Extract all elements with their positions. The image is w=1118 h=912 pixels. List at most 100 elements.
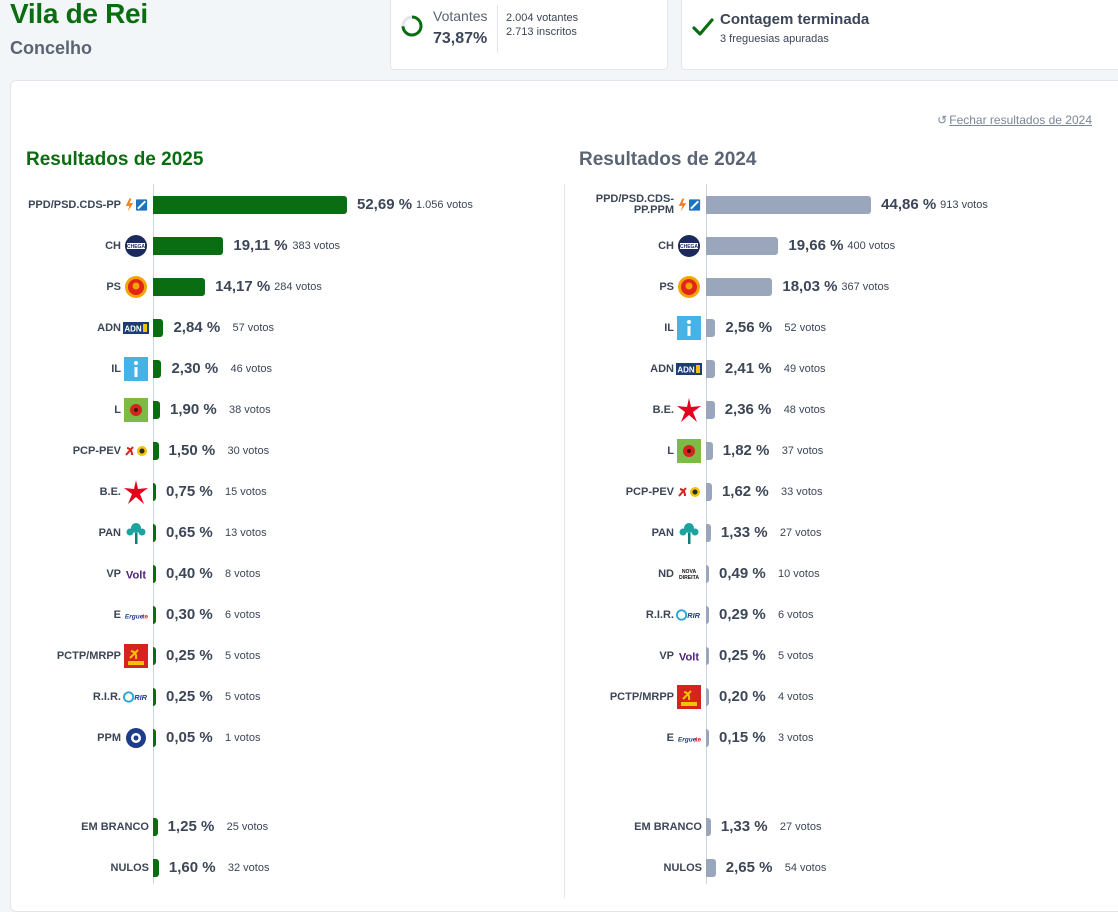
result-votes: 37 votos: [781, 445, 824, 457]
chega-logo: CHEGA: [676, 233, 702, 259]
party-row: E Ergue te 0,30 % 6 votos: [0, 600, 1118, 630]
party-name: EM BRANCO: [81, 820, 149, 833]
result-bar: [153, 196, 347, 214]
column-divider: [564, 184, 565, 898]
result-percent: 1,90 %: [169, 401, 217, 418]
result-votes: 8 votos: [225, 568, 261, 580]
livre-logo: [123, 397, 149, 423]
result-percent: 0,25 %: [166, 688, 213, 705]
result-percent: 2,41 %: [724, 360, 772, 377]
result-votes: 52 votos: [784, 322, 827, 334]
result-percent: 19,11 %: [233, 237, 288, 254]
ad-coalition-logo: [676, 192, 702, 218]
result-votes: 913 votos: [940, 199, 988, 211]
result-bar: [153, 859, 159, 877]
result-votes: 57 votos: [232, 322, 275, 334]
volt-logo: Volt: [676, 643, 702, 669]
turnout-ring-icon: [401, 15, 423, 37]
volt-logo: Volt: [123, 561, 149, 587]
result-bar: [706, 360, 715, 378]
contagem-card: Contagem terminada 3 freguesias apuradas: [681, 0, 1118, 70]
result-votes: 38 votos: [228, 404, 271, 416]
rir-logo: RIR: [123, 684, 149, 710]
result-bar: [153, 278, 206, 296]
votantes-card: Votantes 73,87% 2.004 votantes 2.713 ins…: [390, 0, 668, 70]
close-results-link[interactable]: ↺ Fechar resultados de 2024: [937, 113, 1092, 127]
result-votes: 6 votos: [225, 609, 261, 621]
result-percent: 1,60 %: [168, 859, 216, 876]
party-row: CH CHEGA 19,11 % 383 votos: [0, 231, 1118, 261]
party-row: L 1,90 % 38 votos: [0, 395, 1118, 425]
result-percent: 1,50 %: [168, 442, 216, 459]
party-name: PAN: [651, 526, 674, 539]
result-votes: 5 votos: [778, 650, 814, 662]
cdu-logo: [123, 438, 149, 464]
result-bar: [153, 237, 224, 255]
party-name: L: [114, 403, 121, 416]
party-name: PPD/PSD.CDS- PP.PPM: [595, 193, 674, 216]
svg-text:Volt: Volt: [679, 652, 699, 663]
party-row: ADN ADN 2,84 % 57 votos: [0, 313, 1118, 343]
party-name: PCP-PEV: [72, 444, 121, 457]
party-name: VP: [659, 649, 674, 662]
contagem-title: Contagem terminada: [720, 11, 870, 28]
party-name: ND: [658, 567, 674, 580]
party-row: NULOS 1,60 % 32 votos: [0, 853, 1118, 883]
result-percent: 1,33 %: [720, 818, 768, 835]
result-bar: [153, 688, 156, 706]
party-row: B.E. 0,75 % 15 votos: [0, 477, 1118, 507]
result-percent: 2,65 %: [725, 859, 773, 876]
il-logo: [676, 315, 702, 341]
result-votes: 3 votos: [778, 732, 814, 744]
livre-logo: [676, 438, 702, 464]
result-percent: 1,62 %: [721, 483, 769, 500]
adn-logo: ADN: [123, 315, 149, 341]
party-row: IL 2,30 % 46 votos: [0, 354, 1118, 384]
result-votes: 5 votos: [225, 650, 261, 662]
party-row: PPM 0,05 % 1 votos: [0, 723, 1118, 753]
result-votes: 5 votos: [225, 691, 261, 703]
party-name: IL: [111, 362, 121, 375]
result-bar: [706, 524, 711, 542]
result-percent: 0,49 %: [719, 565, 766, 582]
party-name: ADN: [97, 321, 121, 334]
party-row: PS 14,17 % 284 votos: [0, 272, 1118, 302]
result-bar: [153, 442, 159, 460]
party-row: IL 2,56 % 52 votos: [0, 313, 1118, 343]
result-bar: [153, 483, 156, 501]
result-votes: 6 votos: [778, 609, 814, 621]
result-percent: 2,36 %: [724, 401, 772, 418]
result-bar: [706, 688, 709, 706]
adn-logo: ADN: [676, 356, 702, 382]
result-percent: 52,69 %: [357, 196, 413, 213]
result-bar: [706, 859, 716, 877]
ps-logo: [123, 274, 149, 300]
party-name: VP: [106, 567, 121, 580]
party-row: PAN 0,65 % 13 votos: [0, 518, 1118, 548]
result-percent: 0,25 %: [719, 647, 766, 664]
svg-text:Ergue: Ergue: [125, 614, 144, 621]
svg-text:Volt: Volt: [126, 570, 146, 581]
result-percent: 19,66 %: [788, 237, 844, 254]
ergue-te-logo: Ergue te: [123, 602, 149, 628]
party-row: R.I.R. RIR 0,29 % 6 votos: [0, 600, 1118, 630]
result-votes: 25 votos: [226, 821, 269, 833]
result-percent: 44,86 %: [881, 196, 937, 213]
checkmark-icon: [692, 18, 714, 36]
party-name: EM BRANCO: [634, 820, 702, 833]
svg-text:RIR: RIR: [687, 611, 700, 620]
result-percent: 0,30 %: [166, 606, 213, 623]
party-row: B.E. 2,36 % 48 votos: [0, 395, 1118, 425]
party-row: PCTP/MRPP 0,25 % 5 votos: [0, 641, 1118, 671]
result-votes: 1.056 votos: [416, 199, 473, 211]
page-subtitle: Concelho: [10, 38, 93, 58]
result-percent: 0,05 %: [166, 729, 213, 746]
result-votes: 33 votos: [780, 486, 823, 498]
result-percent: 0,20 %: [719, 688, 766, 705]
party-name: CH: [105, 239, 121, 252]
result-bar: [153, 565, 156, 583]
result-percent: 1,25 %: [167, 818, 215, 835]
pan-logo: [676, 520, 702, 546]
party-row: ND NOVA DIREITA 0,49 % 10 votos: [0, 559, 1118, 589]
party-row: EM BRANCO 1,33 % 27 votos: [0, 812, 1118, 842]
